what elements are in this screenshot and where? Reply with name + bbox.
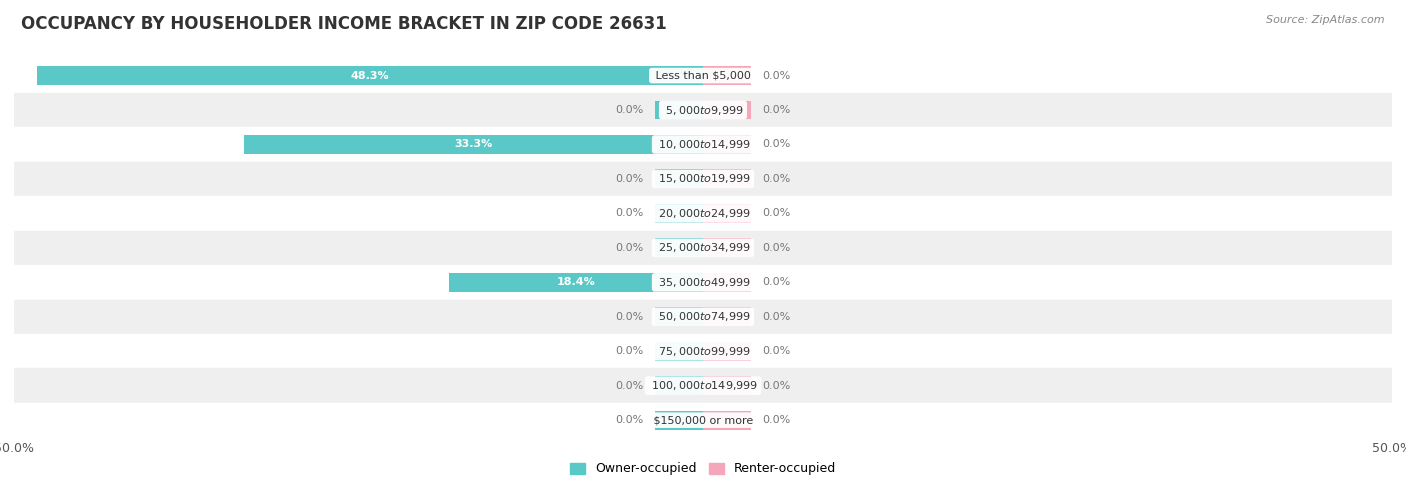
Text: 0.0%: 0.0% <box>762 278 790 287</box>
Bar <box>703 239 751 258</box>
Text: $35,000 to $49,999: $35,000 to $49,999 <box>655 276 751 289</box>
Bar <box>14 368 1392 403</box>
Text: 0.0%: 0.0% <box>616 243 644 253</box>
Bar <box>14 162 1392 196</box>
Bar <box>703 170 751 189</box>
Text: 18.4%: 18.4% <box>557 278 596 287</box>
Text: 0.0%: 0.0% <box>762 139 790 150</box>
Text: 0.0%: 0.0% <box>616 105 644 115</box>
Text: Less than $5,000: Less than $5,000 <box>652 70 754 81</box>
Bar <box>450 273 703 292</box>
Text: 0.0%: 0.0% <box>762 174 790 184</box>
Bar <box>14 231 1392 265</box>
Bar <box>655 376 703 395</box>
Bar <box>245 135 703 154</box>
Text: 0.0%: 0.0% <box>762 415 790 425</box>
Text: 48.3%: 48.3% <box>352 70 389 81</box>
Legend: Owner-occupied, Renter-occupied: Owner-occupied, Renter-occupied <box>565 457 841 481</box>
Bar <box>14 265 1392 299</box>
Bar <box>655 204 703 223</box>
Text: $50,000 to $74,999: $50,000 to $74,999 <box>655 310 751 323</box>
Bar <box>655 342 703 361</box>
Text: 33.3%: 33.3% <box>454 139 492 150</box>
Bar <box>14 403 1392 437</box>
Bar <box>703 411 751 430</box>
Bar <box>14 58 1392 93</box>
Bar <box>655 307 703 326</box>
Bar <box>703 376 751 395</box>
Text: 0.0%: 0.0% <box>762 243 790 253</box>
Bar <box>655 101 703 120</box>
Text: 0.0%: 0.0% <box>616 208 644 218</box>
Bar <box>38 66 703 85</box>
Text: 0.0%: 0.0% <box>762 312 790 322</box>
Bar <box>14 334 1392 368</box>
Text: 0.0%: 0.0% <box>616 346 644 356</box>
Text: OCCUPANCY BY HOUSEHOLDER INCOME BRACKET IN ZIP CODE 26631: OCCUPANCY BY HOUSEHOLDER INCOME BRACKET … <box>21 15 666 33</box>
Text: 0.0%: 0.0% <box>616 312 644 322</box>
Bar <box>14 127 1392 162</box>
Bar <box>14 196 1392 231</box>
Text: $20,000 to $24,999: $20,000 to $24,999 <box>655 207 751 220</box>
Text: $150,000 or more: $150,000 or more <box>650 415 756 425</box>
Bar <box>655 170 703 189</box>
Bar <box>14 299 1392 334</box>
Bar <box>655 239 703 258</box>
Bar <box>703 101 751 120</box>
Text: $15,000 to $19,999: $15,000 to $19,999 <box>655 173 751 186</box>
Text: Source: ZipAtlas.com: Source: ZipAtlas.com <box>1267 15 1385 25</box>
Text: 0.0%: 0.0% <box>762 208 790 218</box>
Text: 0.0%: 0.0% <box>616 381 644 391</box>
Text: 0.0%: 0.0% <box>616 174 644 184</box>
Bar <box>703 66 751 85</box>
Text: $75,000 to $99,999: $75,000 to $99,999 <box>655 345 751 358</box>
Bar <box>703 307 751 326</box>
Text: 0.0%: 0.0% <box>762 346 790 356</box>
Text: $5,000 to $9,999: $5,000 to $9,999 <box>662 104 744 117</box>
Text: $100,000 to $149,999: $100,000 to $149,999 <box>648 379 758 392</box>
Text: 0.0%: 0.0% <box>762 105 790 115</box>
Text: $25,000 to $34,999: $25,000 to $34,999 <box>655 242 751 254</box>
Text: 0.0%: 0.0% <box>762 381 790 391</box>
Bar <box>703 342 751 361</box>
Bar <box>14 93 1392 127</box>
Text: 0.0%: 0.0% <box>616 415 644 425</box>
Text: $10,000 to $14,999: $10,000 to $14,999 <box>655 138 751 151</box>
Bar <box>655 411 703 430</box>
Bar <box>703 204 751 223</box>
Bar <box>703 273 751 292</box>
Text: 0.0%: 0.0% <box>762 70 790 81</box>
Bar <box>703 135 751 154</box>
